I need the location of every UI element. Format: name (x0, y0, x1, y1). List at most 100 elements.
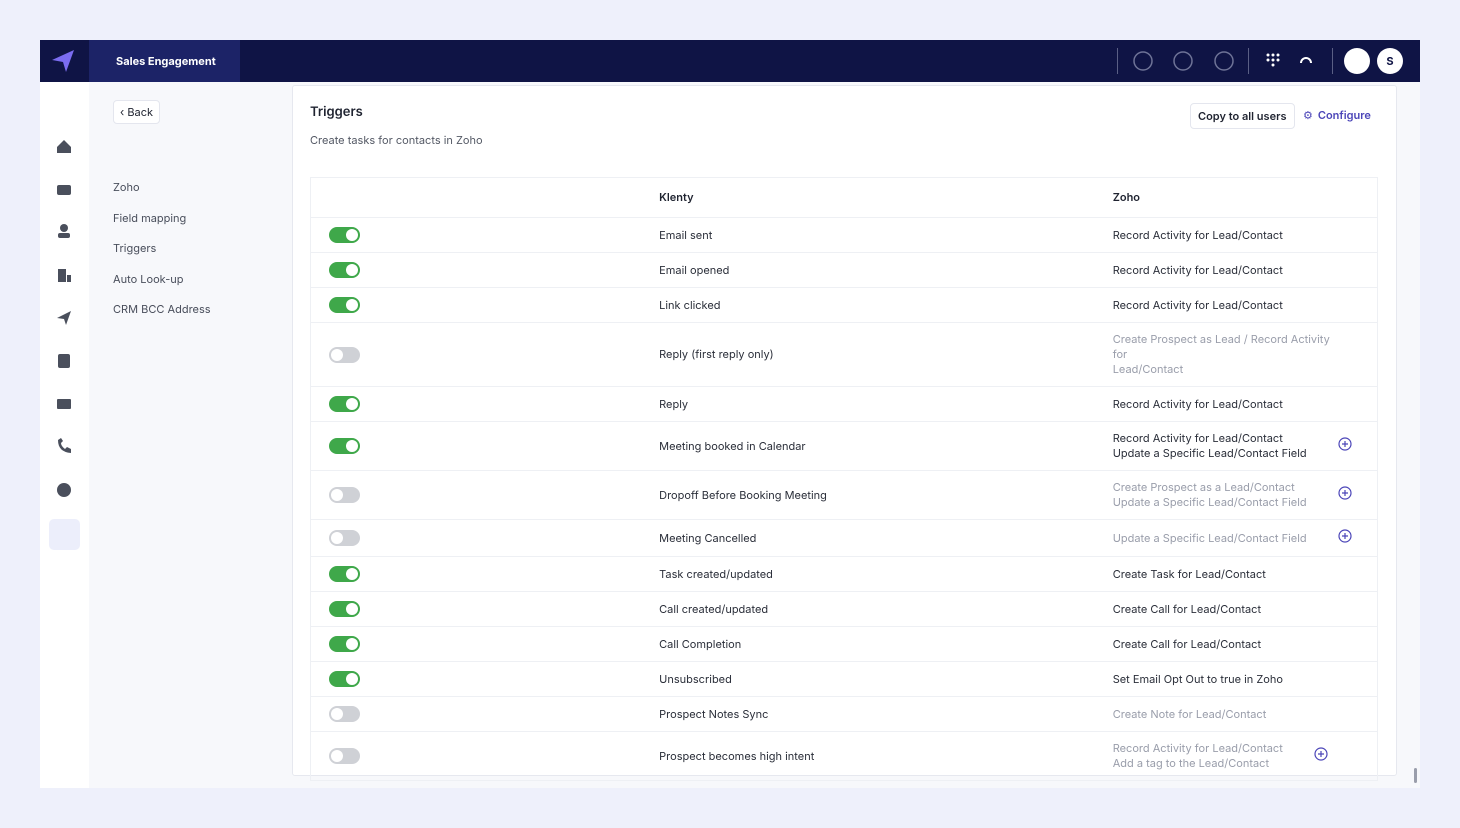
trigger-row: Task created/updated Create Task for Lead… (310, 556, 1378, 592)
campaign-icon[interactable] (57, 311, 71, 325)
toggle[interactable] (329, 262, 360, 278)
toggle[interactable] (329, 487, 360, 503)
toggle[interactable] (329, 297, 360, 313)
column-header: Klenty (659, 177, 1113, 218)
nav-item[interactable]: Zoho (113, 180, 140, 194)
panel: Triggers Create tasks for contacts in Zo… (292, 85, 1397, 781)
klenty-event: Reply (first reply only) (659, 322, 1113, 387)
contacts-icon[interactable] (60, 224, 68, 232)
zoho-action: Record Activity for Lead/Contact (1112, 287, 1338, 323)
add-action[interactable] (1313, 747, 1328, 761)
separator (1332, 48, 1333, 74)
toggle-cell (310, 661, 660, 697)
report-icon[interactable] (1213, 50, 1235, 72)
reports-icon[interactable] (57, 483, 71, 497)
klenty-event: Call created/updated (659, 591, 1113, 627)
toggle[interactable] (329, 748, 360, 764)
zoho-line: Record Activity for Lead/Contact (1112, 741, 1283, 755)
toggle-knob (331, 750, 343, 762)
configure-button[interactable]: ⚙ Configure (1303, 108, 1371, 122)
toggle-knob (346, 440, 358, 452)
add-cell (1313, 731, 1378, 781)
avatar[interactable]: S (1377, 48, 1403, 74)
zoho-action: Set Email Opt Out to true in Zoho (1112, 661, 1338, 697)
zoho-line: Lead/Contact (1112, 362, 1184, 376)
trigger-row: Prospect Notes Sync Create Note for Lead/… (310, 696, 1378, 732)
klenty-event: Meeting Cancelled (659, 519, 1113, 557)
klenty-event: Link clicked (659, 287, 1113, 323)
scrollbar (1414, 768, 1417, 783)
mail-icon[interactable] (57, 399, 71, 409)
add-cell (1337, 626, 1378, 662)
klenty-event: Reply (659, 386, 1113, 422)
klenty-event: Prospect Notes Sync (659, 696, 1113, 732)
klenty-event: Dropoff Before Booking Meeting (659, 470, 1113, 520)
tasks-icon[interactable] (58, 354, 70, 368)
user-icon[interactable] (1172, 50, 1194, 72)
nav-item[interactable]: Auto Look-up (113, 271, 184, 286)
klenty-event: Task created/updated (659, 556, 1113, 592)
toggle-knob (346, 673, 358, 685)
icon-rail (40, 82, 89, 788)
toggle-cell (310, 519, 660, 557)
toggle-cell (310, 591, 660, 627)
zoho-action: Record Activity for Lead/Contact (1112, 217, 1338, 253)
zoho-line: Create Note for Lead/Contact (1112, 706, 1267, 721)
zoho-line: Create Prospect as a Lead/Contact (1112, 480, 1295, 494)
toggle-cell (310, 252, 660, 288)
klenty-event: Meeting booked in Calendar (659, 421, 1113, 471)
zoho-action: Create Task for Lead/Contact (1112, 556, 1338, 592)
separator (1248, 48, 1249, 74)
active-highlight (49, 519, 80, 550)
nav-item[interactable]: Triggers (113, 241, 157, 256)
toggle-cell (310, 731, 660, 781)
toggle[interactable] (329, 601, 360, 617)
toggle[interactable] (329, 438, 360, 454)
zoho-line: Update a Specific Lead/Contact Field (1112, 495, 1307, 509)
toggle-knob (346, 299, 358, 311)
inbox-icon[interactable] (57, 185, 71, 195)
zoho-line: Record Activity for Lead/Contact (1112, 227, 1283, 242)
zoho-line: Create Prospect as Lead / Record Activit… (1112, 332, 1330, 361)
calls-icon[interactable] (58, 438, 71, 453)
toggle[interactable] (329, 346, 360, 363)
nav-item[interactable]: Field mapping (113, 210, 187, 225)
settings-nav: ‹ Back Zoho Field mapping Triggers Auto Loo… (89, 82, 290, 788)
toggle[interactable] (329, 706, 360, 722)
toggle-knob (346, 264, 358, 276)
zoho-action: Create Note for Lead/Contact (1112, 696, 1338, 732)
toggle[interactable] (329, 227, 360, 243)
add-action[interactable] (1337, 486, 1352, 500)
toggle[interactable] (329, 671, 360, 687)
accounts-icon[interactable] (58, 269, 66, 282)
zoho-action: Create Prospect as a Lead/Contact Update … (1112, 470, 1338, 520)
zoho-action: Record Activity for Lead/Contact (1112, 386, 1338, 422)
toggle-knob (346, 603, 358, 615)
nav-item[interactable]: CRM BCC Address (113, 302, 211, 317)
product-tab[interactable]: Sales Engagement (89, 40, 240, 82)
add-cell (1337, 556, 1378, 592)
logo (52, 50, 74, 72)
add-action[interactable] (1337, 529, 1352, 543)
apps-icon[interactable] (1266, 53, 1280, 67)
trigger-row: Call created/updated Create Call for Lead… (310, 591, 1378, 627)
billing-icon[interactable] (1132, 50, 1154, 72)
home-icon[interactable] (57, 140, 71, 153)
add-cell (1337, 519, 1378, 557)
toggle[interactable] (329, 530, 360, 546)
zoho-line: Record Activity for Lead/Contact (1112, 297, 1283, 312)
toggle-cell (310, 626, 660, 662)
notifications[interactable] (1344, 48, 1370, 74)
back-label: Back (127, 105, 154, 119)
toggle[interactable] (329, 566, 360, 582)
trigger-row: Prospect becomes high intent Record Activ… (310, 731, 1378, 781)
toggle-cell (310, 421, 660, 471)
toggle-knob (346, 398, 358, 410)
support-icon[interactable] (1298, 53, 1314, 69)
toggle[interactable] (329, 636, 360, 652)
toggle[interactable] (329, 396, 360, 412)
copy-button[interactable]: Copy to all users (1190, 103, 1295, 129)
add-action[interactable] (1337, 437, 1352, 451)
back-button[interactable]: ‹ Back (113, 100, 161, 124)
